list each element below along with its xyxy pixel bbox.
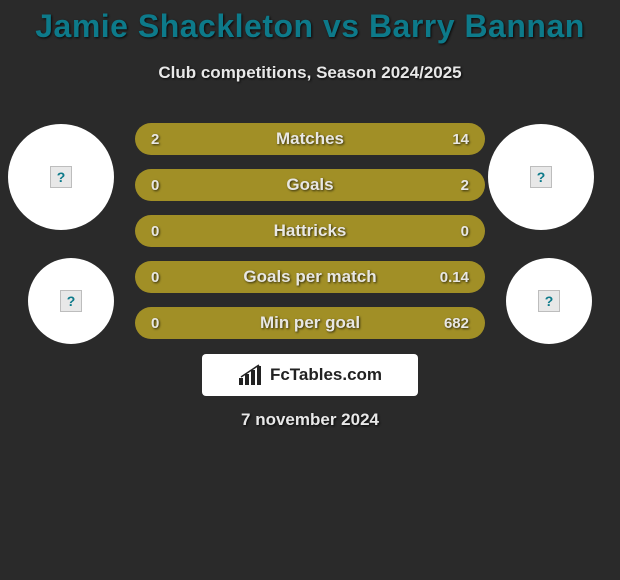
stat-label: Hattricks [274,221,347,241]
stat-label: Goals [286,175,333,195]
comparison-subtitle: Club competitions, Season 2024/2025 [0,63,620,83]
player1-club-avatar: ? [8,124,114,230]
image-placeholder-icon: ? [538,290,560,312]
fctables-logo: FcTables.com [202,354,418,396]
player1-photo-avatar: ? [28,258,114,344]
comparison-date: 7 november 2024 [0,410,620,430]
stat-right-value: 2 [461,177,469,194]
stat-right-value: 14 [452,131,469,148]
player2-photo-avatar: ? [506,258,592,344]
stat-row-matches: 2 Matches 14 [135,123,485,155]
stat-left-value: 0 [151,315,159,332]
image-placeholder-icon: ? [530,166,552,188]
stat-left-value: 0 [151,223,159,240]
stat-left-value: 2 [151,131,159,148]
stat-right-value: 0 [461,223,469,240]
stat-row-hattricks: 0 Hattricks 0 [135,215,485,247]
stat-row-goals-per-match: 0 Goals per match 0.14 [135,261,485,293]
stat-label: Matches [276,129,344,149]
stat-row-goals: 0 Goals 2 [135,169,485,201]
image-placeholder-icon: ? [50,166,72,188]
stat-right-value: 682 [444,315,469,332]
stats-container: 2 Matches 14 0 Goals 2 0 Hattricks 0 0 G… [135,123,485,353]
stat-row-min-per-goal: 0 Min per goal 682 [135,307,485,339]
comparison-title: Jamie Shackleton vs Barry Bannan [0,0,620,45]
logo-text: FcTables.com [270,365,382,385]
stat-label: Goals per match [243,267,376,287]
image-placeholder-icon: ? [60,290,82,312]
stat-right-value: 0.14 [440,269,469,286]
stat-left-value: 0 [151,177,159,194]
player2-club-avatar: ? [488,124,594,230]
stat-left-value: 0 [151,269,159,286]
chart-icon [238,364,264,386]
stat-label: Min per goal [260,313,360,333]
